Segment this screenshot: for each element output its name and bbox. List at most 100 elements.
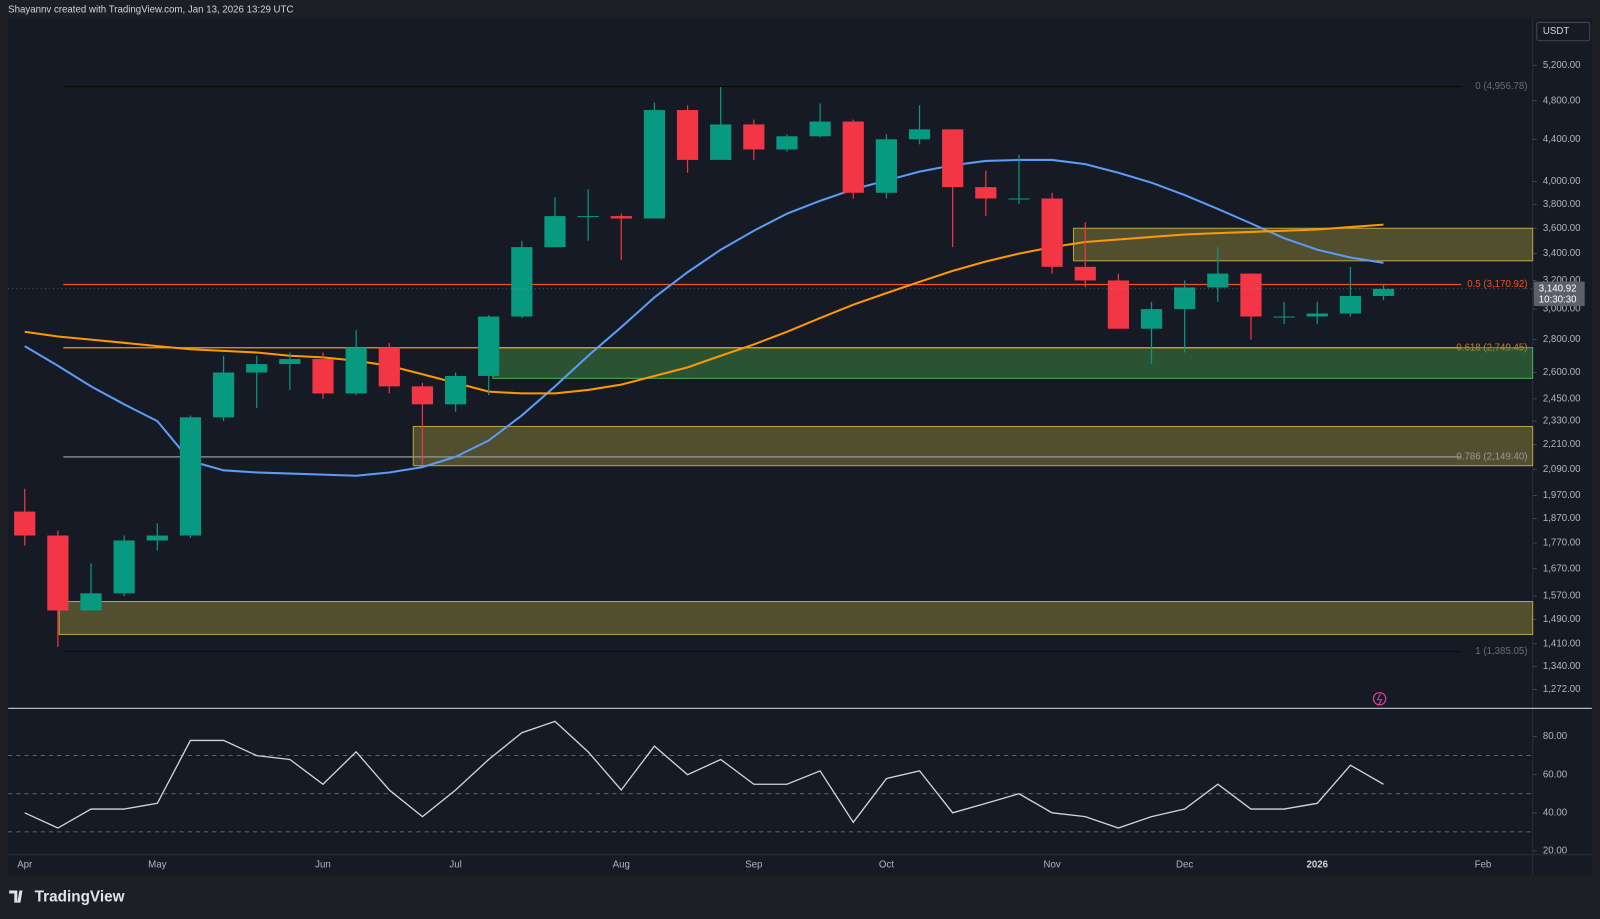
y-tick-label: 1,970.00 (1543, 490, 1581, 501)
y-tick-label: 80.00 (1543, 731, 1568, 742)
candle-body (146, 535, 168, 541)
candle-body (80, 593, 102, 611)
y-tick-label: 1,770.00 (1543, 538, 1581, 549)
candle-body (179, 417, 202, 536)
candle-body (113, 540, 135, 594)
candle-body (1207, 273, 1229, 288)
candle-body (411, 386, 434, 405)
x-tick-label: Nov (1043, 860, 1060, 871)
candle-body (1273, 316, 1295, 318)
candle-body (1008, 198, 1030, 200)
candle-body (577, 216, 599, 218)
candle-body (1306, 313, 1328, 317)
candle-body (1107, 280, 1129, 329)
candle-body (743, 124, 765, 150)
y-tick-label: 1,410.00 (1543, 638, 1581, 649)
y-tick-label: 1,570.00 (1543, 591, 1581, 602)
candle-body (478, 316, 500, 376)
last-price-badge (1533, 281, 1585, 307)
x-tick-label: Dec (1176, 860, 1193, 871)
y-tick-label: 3,200.00 (1543, 275, 1581, 286)
y-tick-label: 1,272.00 (1543, 684, 1581, 695)
moving-average (24, 158, 1384, 477)
fib-label: 0.618 (2,749.45) (1456, 342, 1527, 353)
candle-body (676, 110, 699, 160)
candle-body (511, 247, 533, 317)
y-tick-label: 1,490.00 (1543, 614, 1581, 625)
candle-body (710, 124, 732, 160)
x-tick-label: Apr (17, 860, 33, 871)
y-tick-label: 4,400.00 (1543, 134, 1581, 145)
y-tick-label: 2,800.00 (1543, 334, 1581, 345)
y-tick-label: 3,800.00 (1543, 199, 1581, 210)
y-tick-label: 2,600.00 (1543, 367, 1581, 378)
currency-label: USDT (1543, 26, 1569, 37)
candle-body (875, 139, 898, 193)
y-tick-label: 3,400.00 (1543, 248, 1581, 259)
candle-body (908, 129, 931, 140)
x-tick-label: Oct (879, 860, 894, 871)
currency-box (1536, 21, 1591, 42)
y-tick-label: 1,870.00 (1543, 513, 1581, 524)
candle-body (1140, 309, 1163, 329)
candle-body (842, 121, 864, 193)
x-tick-label: Aug (613, 860, 630, 871)
x-tick-label: Jun (315, 860, 331, 871)
candle-body (345, 347, 367, 394)
x-tick-label: Feb (1475, 860, 1492, 871)
y-tick-label: 1,340.00 (1543, 661, 1581, 672)
candle-body (1339, 295, 1361, 314)
candle-body (1240, 273, 1262, 317)
candle-body (378, 347, 400, 387)
candle-body (1174, 287, 1196, 310)
y-tick-label: 20.00 (1543, 845, 1568, 856)
y-tick-label: 5,200.00 (1543, 60, 1581, 71)
y-tick-label: 60.00 (1543, 769, 1568, 780)
alert-bolt (1376, 693, 1383, 706)
y-tick-label: 3,600.00 (1543, 223, 1581, 234)
x-tick-label: May (148, 860, 166, 871)
alert-icon (1372, 691, 1387, 706)
candle-body (47, 535, 69, 611)
candle-body (279, 359, 301, 365)
fib-label: 0.5 (3,170.92) (1467, 279, 1527, 290)
y-tick-label: 1,670.00 (1543, 563, 1581, 574)
candle-body (809, 121, 831, 137)
fib-label: 1 (1,385.05) (1475, 646, 1527, 657)
zone (412, 425, 1534, 467)
y-tick-label: 4,800.00 (1543, 95, 1581, 106)
candle-body (1074, 266, 1096, 281)
candle-body (643, 110, 666, 219)
countdown-label: 10:30:30 (1539, 295, 1577, 306)
candle-body (312, 359, 334, 394)
y-tick-label: 2,210.00 (1543, 439, 1581, 450)
logo-text: TradingView (35, 889, 125, 906)
zone (492, 347, 1534, 379)
candle-body (212, 372, 235, 418)
y-tick-label: 4,000.00 (1543, 176, 1581, 187)
x-tick-label: 2026 (1306, 860, 1328, 871)
candle-body (776, 136, 798, 150)
logo-mark (9, 890, 23, 903)
rsi-line (24, 720, 1384, 829)
axis-background (1532, 18, 1592, 876)
candle-body (975, 187, 997, 199)
y-tick-label: 3,000.00 (1543, 304, 1581, 315)
candle-body (942, 129, 964, 188)
candle-body (444, 375, 467, 405)
y-tick-label: 2,450.00 (1543, 393, 1581, 404)
candle-body (1372, 288, 1395, 296)
moving-average (24, 223, 1384, 395)
plot-background (8, 18, 1533, 876)
y-tick-label: 2,330.00 (1543, 416, 1581, 427)
fib-label: 0 (4,956.78) (1475, 81, 1527, 92)
y-tick-label: 2,090.00 (1543, 464, 1581, 475)
last-price-label: 3,140.92 (1539, 283, 1577, 294)
zone (58, 601, 1534, 635)
candle-body (1041, 198, 1063, 267)
header-text: Shayannv created with TradingView.com, J… (8, 5, 293, 16)
candle-body (246, 364, 268, 373)
candle-body (544, 216, 566, 248)
